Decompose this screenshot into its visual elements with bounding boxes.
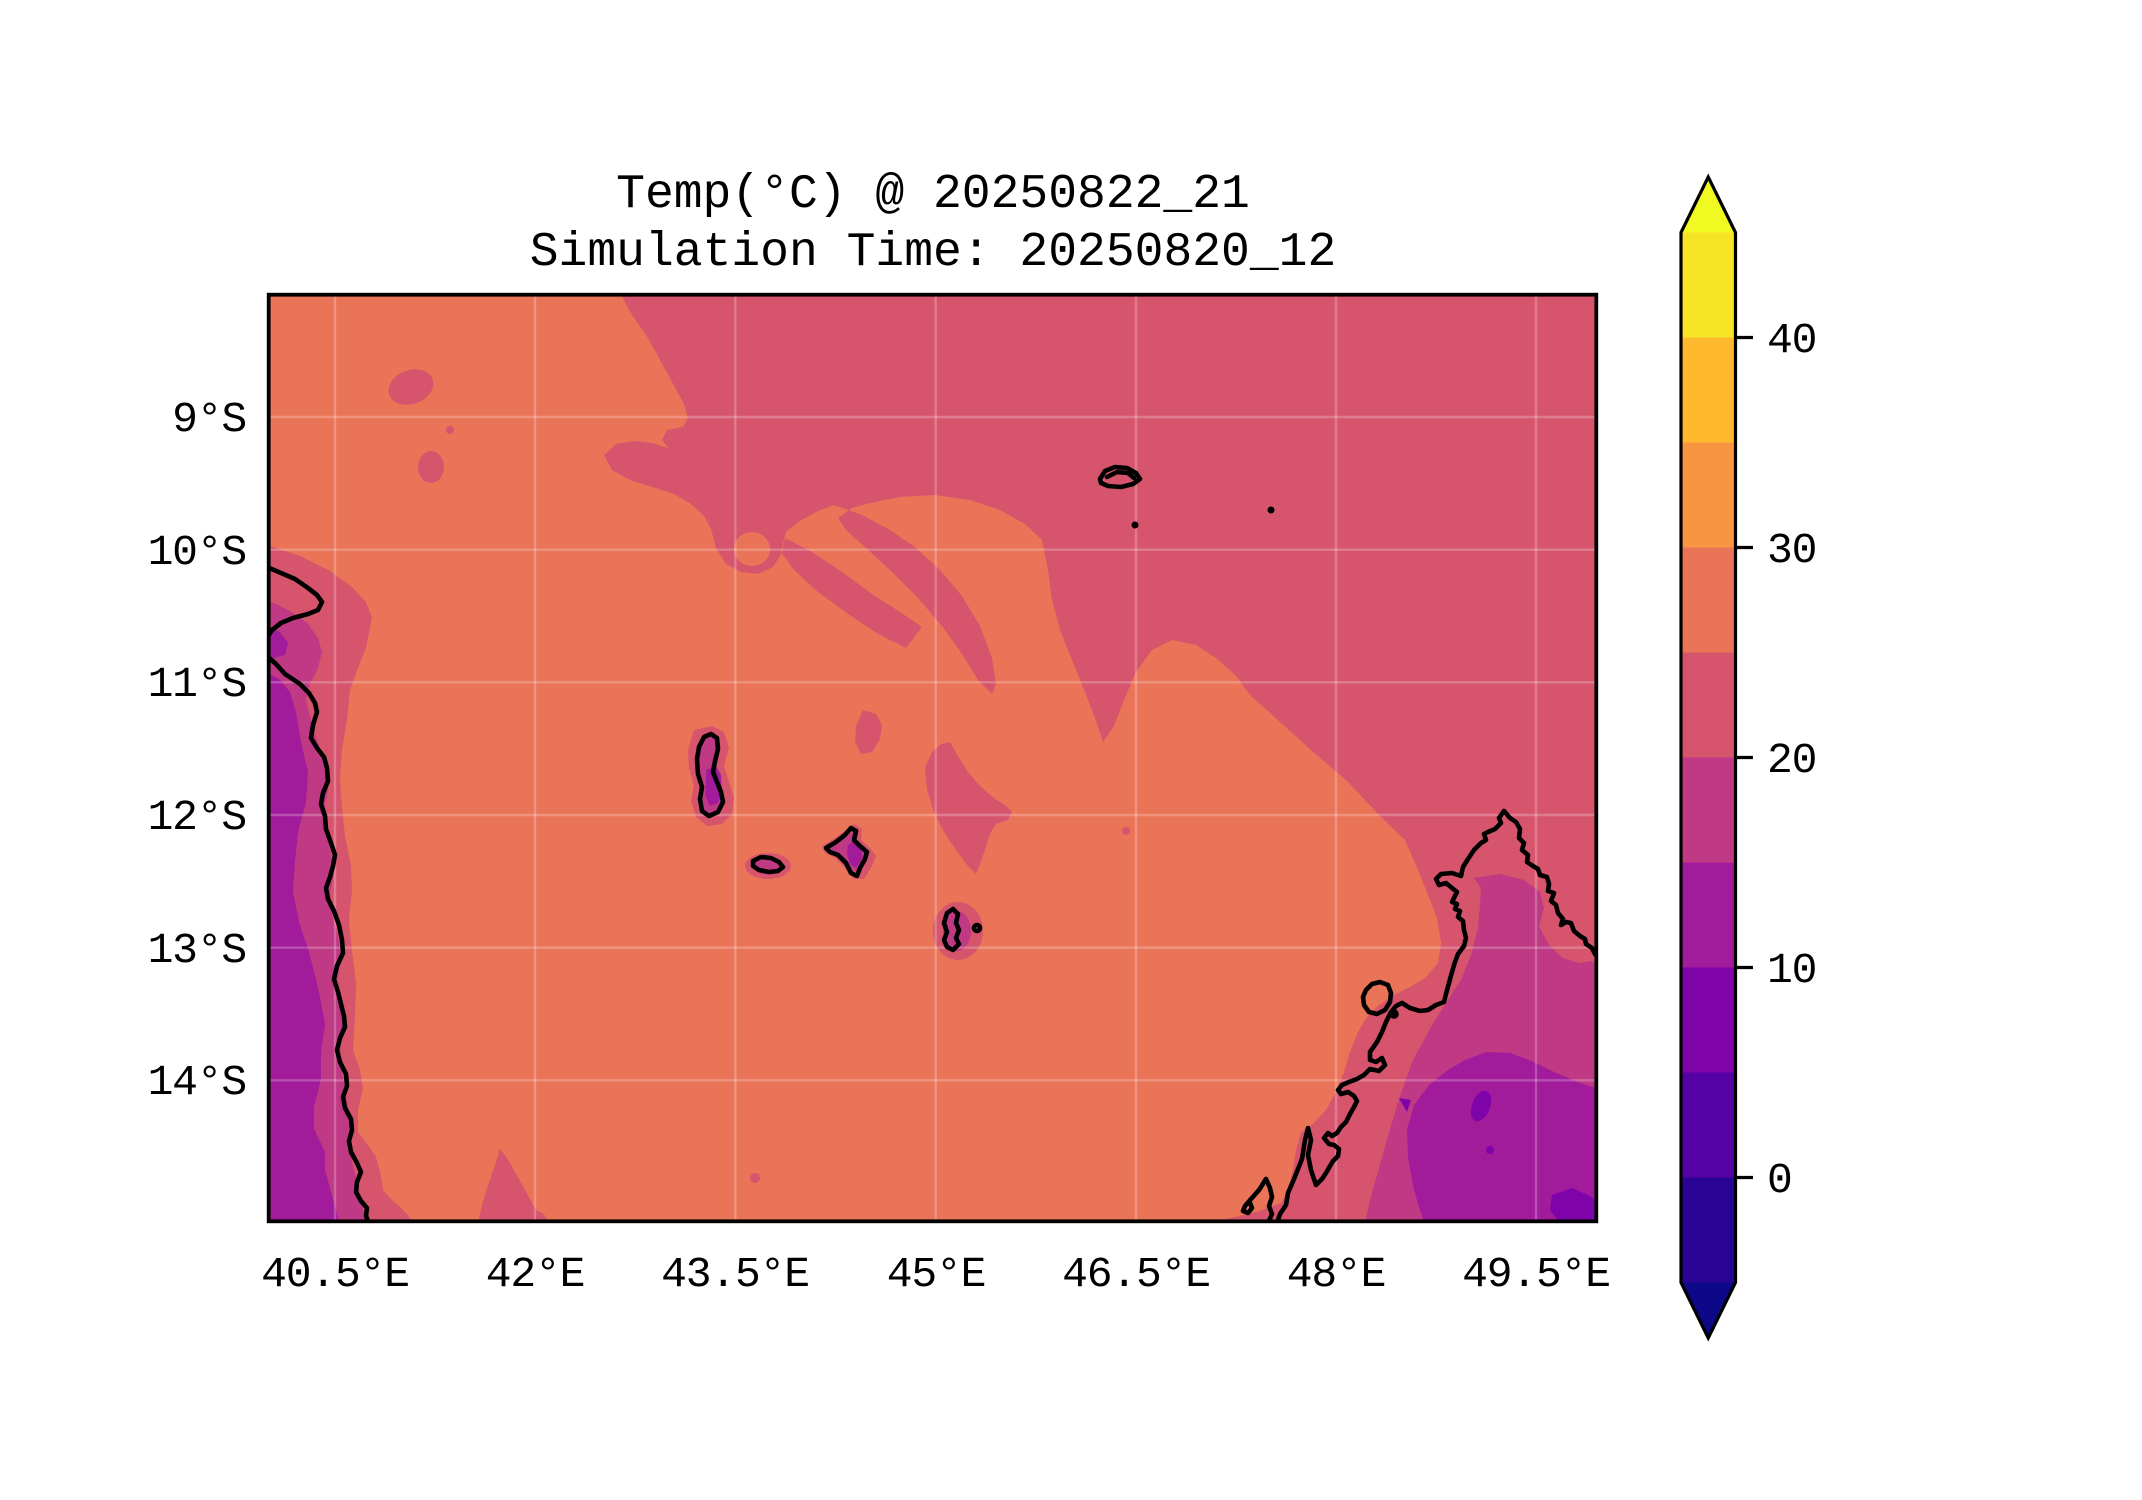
svg-text:Temp(°C) @ 20250822_21: Temp(°C) @ 20250822_21: [616, 168, 1250, 222]
svg-text:40.5°E: 40.5°E: [261, 1250, 409, 1299]
svg-text:10°S: 10°S: [148, 528, 246, 577]
svg-text:42°E: 42°E: [486, 1250, 584, 1299]
svg-text:48°E: 48°E: [1287, 1250, 1385, 1299]
svg-text:40: 40: [1767, 316, 1816, 365]
svg-text:13°S: 13°S: [148, 926, 246, 975]
svg-text:11°S: 11°S: [148, 660, 246, 709]
svg-text:49.5°E: 49.5°E: [1462, 1250, 1610, 1299]
svg-text:14°S: 14°S: [148, 1058, 246, 1107]
svg-text:Simulation Time: 20250820_12: Simulation Time: 20250820_12: [530, 226, 1337, 280]
svg-text:9°S: 9°S: [172, 395, 246, 444]
svg-text:10: 10: [1767, 946, 1816, 995]
svg-text:20: 20: [1767, 736, 1816, 785]
svg-text:30: 30: [1767, 526, 1816, 575]
svg-text:12°S: 12°S: [148, 793, 246, 842]
svg-text:45°E: 45°E: [887, 1250, 985, 1299]
svg-text:46.5°E: 46.5°E: [1062, 1250, 1210, 1299]
svg-text:0: 0: [1767, 1156, 1792, 1205]
svg-text:43.5°E: 43.5°E: [661, 1250, 809, 1299]
